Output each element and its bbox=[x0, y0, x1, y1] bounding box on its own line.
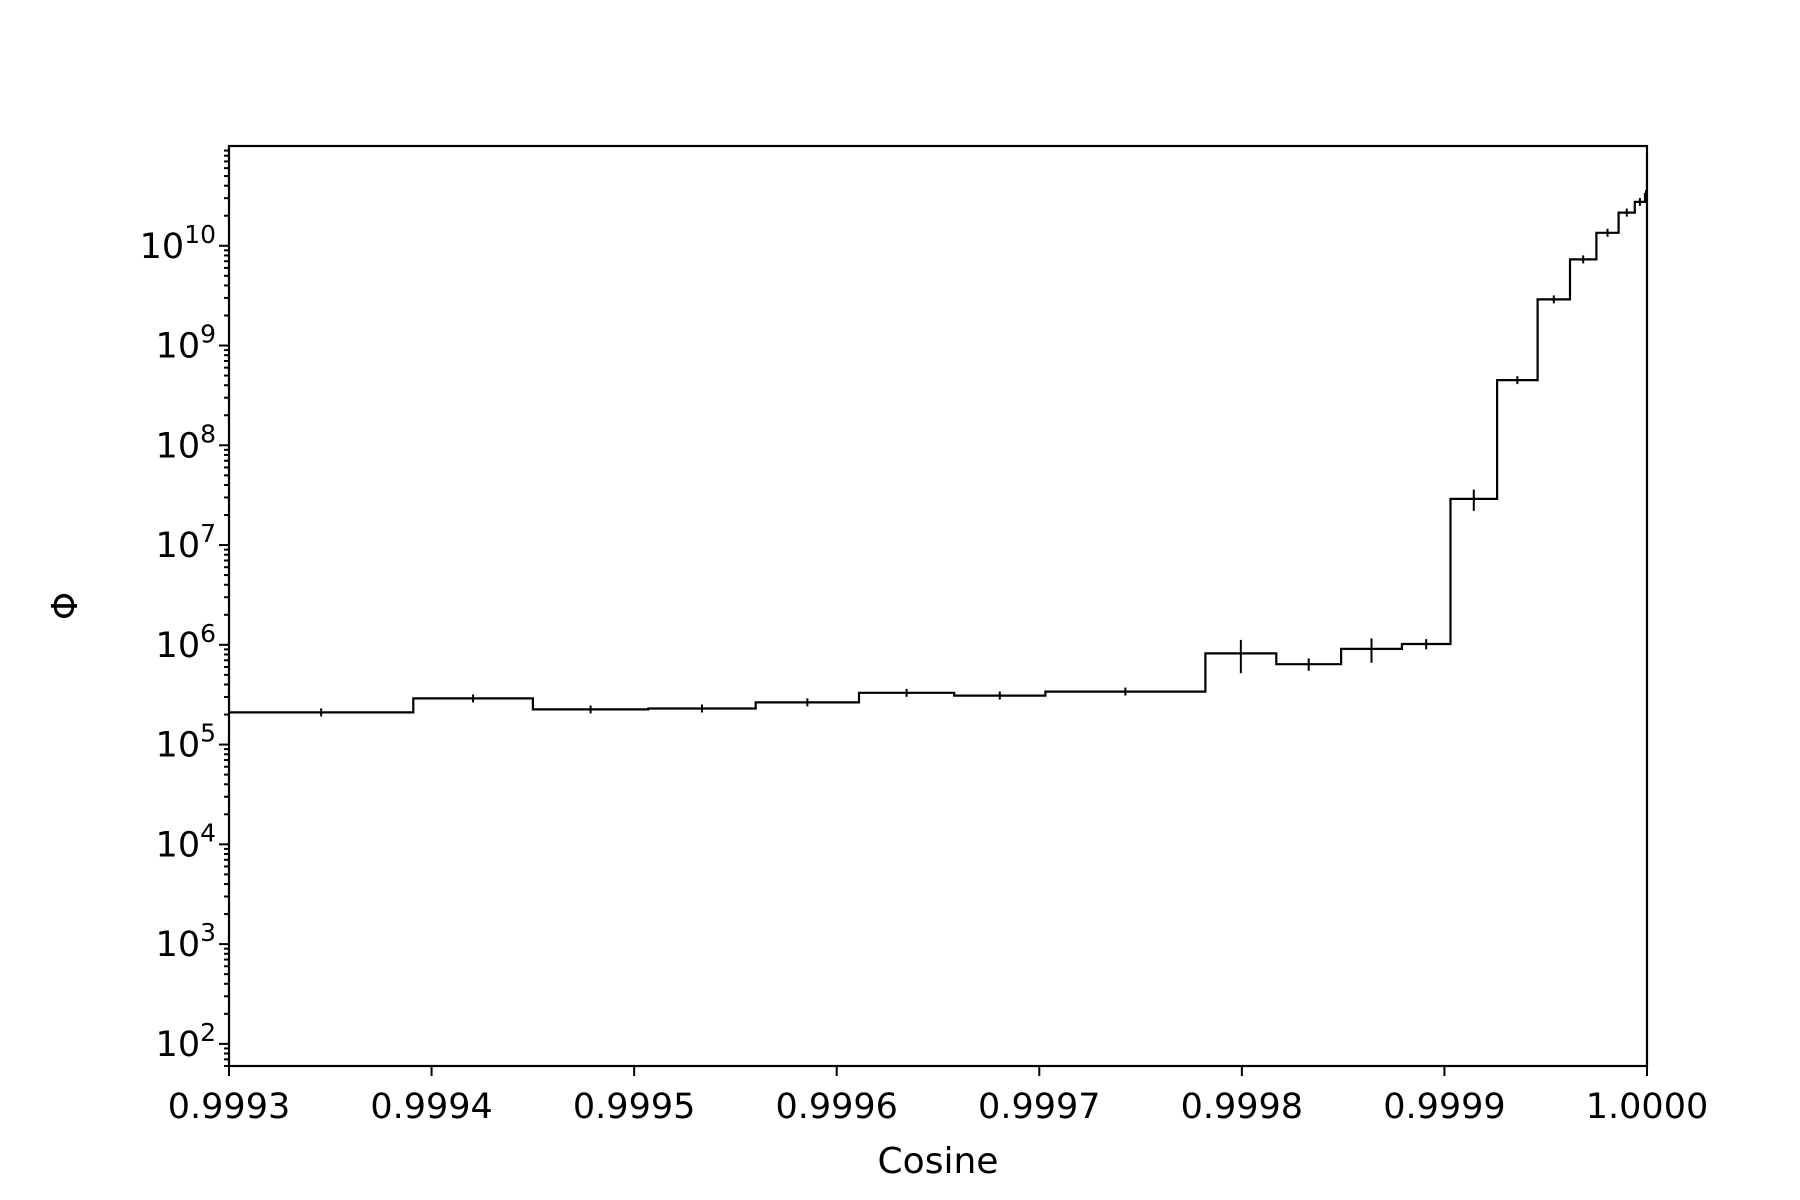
x-tick-label: 0.9994 bbox=[370, 1087, 492, 1127]
x-tick-label: 1.0000 bbox=[1586, 1087, 1708, 1127]
y-tick-label: 108 bbox=[156, 419, 216, 466]
y-axis-ticks: 102 103 104 105 106 107 108 109 1010 bbox=[140, 220, 229, 1065]
x-tick-label: 0.9999 bbox=[1383, 1087, 1505, 1127]
x-axis-label: Cosine bbox=[878, 1141, 999, 1182]
y-tick-label: 103 bbox=[156, 918, 216, 965]
plot-frame bbox=[227, 144, 1649, 1068]
y-tick-label: 105 bbox=[156, 719, 216, 766]
x-tick-label: 0.9993 bbox=[168, 1087, 290, 1127]
x-tick-label: 0.9997 bbox=[978, 1087, 1100, 1127]
error-bars bbox=[320, 190, 1647, 717]
y-tick-label: 109 bbox=[156, 320, 216, 367]
y-tick-label: 106 bbox=[156, 619, 216, 666]
x-tick-label: 0.9995 bbox=[573, 1087, 695, 1127]
x-tick-label: 0.9996 bbox=[775, 1087, 897, 1127]
y-tick-label: 102 bbox=[156, 1018, 216, 1065]
y-tick-label: 1010 bbox=[140, 220, 216, 267]
y-tick-label: 107 bbox=[156, 519, 216, 566]
x-tick-label: 0.9998 bbox=[1181, 1087, 1303, 1127]
y-tick-label: 104 bbox=[156, 818, 216, 865]
y-axis-label: Φ bbox=[45, 592, 86, 620]
x-axis-ticks: 0.9993 0.9994 0.9995 0.9996 0.9997 0.9998 0.99… bbox=[168, 1066, 1708, 1127]
